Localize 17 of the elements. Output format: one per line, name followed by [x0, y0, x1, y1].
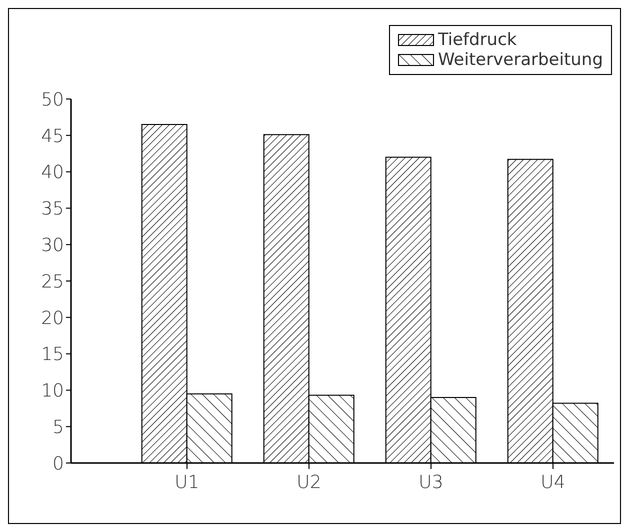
x-tick-label: U2 — [296, 472, 322, 493]
y-tick-label: 40 — [41, 162, 64, 184]
y-tick-label: 25 — [41, 271, 64, 292]
y-tick-label: 50 — [41, 89, 64, 110]
y-tick-label: 5 — [52, 416, 64, 438]
x-tick-label: U3 — [418, 472, 444, 493]
y-tick-label: 45 — [41, 126, 64, 147]
y-tick-label: 0 — [52, 453, 64, 474]
x-tick-label: U4 — [540, 472, 566, 493]
x-tick-label: U1 — [174, 472, 200, 493]
y-tick-label: 30 — [41, 234, 64, 256]
y-tick-label: 20 — [41, 308, 64, 329]
y-tick-label: 15 — [41, 344, 64, 366]
legend-label: Weiterverarbeitung — [438, 50, 603, 70]
y-tick-label: 10 — [41, 380, 64, 402]
legend-label: Tiefdruck — [438, 30, 517, 50]
y-tick-label: 35 — [41, 198, 64, 220]
